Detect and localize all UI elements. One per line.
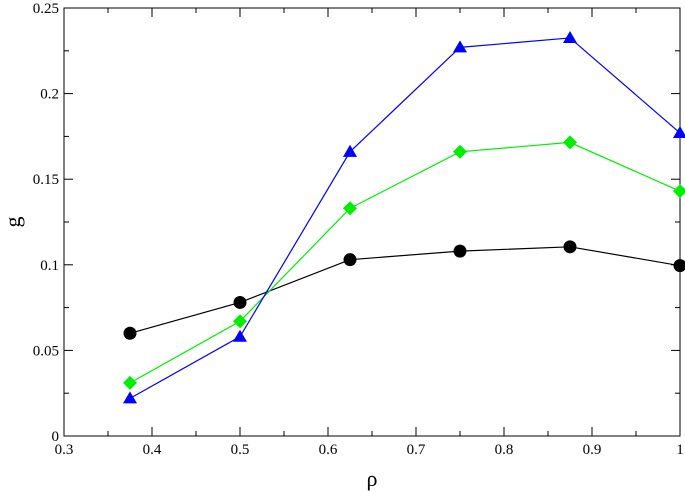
x-tick-label: 0.4 [143, 442, 162, 458]
data-point-triangle [123, 391, 137, 404]
data-point-circle [123, 326, 137, 340]
plot-area-frame [63, 7, 681, 437]
series-triangle [123, 30, 685, 404]
data-point-circle [343, 253, 357, 267]
x-tick-label: 0.9 [583, 442, 602, 458]
y-tick-label: 0.2 [40, 87, 59, 103]
data-point-diamond [343, 201, 357, 216]
x-tick-label: 1 [676, 442, 684, 458]
x-axis-label: ρ [367, 466, 378, 491]
y-tick-label: 0.25 [33, 1, 59, 17]
data-point-circle [563, 240, 577, 254]
data-point-triangle [673, 125, 685, 139]
y-tick-label: 0.1 [40, 258, 59, 274]
series-line [129, 246, 681, 334]
data-point-triangle [343, 144, 357, 157]
x-tick-label: 0.5 [231, 442, 250, 458]
data-point-diamond [233, 314, 247, 329]
data-point-circle [673, 259, 685, 273]
y-tick-label: 0.15 [33, 172, 59, 188]
data-series [123, 30, 685, 404]
axis-ticks: 0.3 0.4 0.5 0.6 0.7 0.8 0.9 1 0 0.05 0.1 0.15 0.2 0.2… [33, 1, 684, 458]
series-circle [123, 240, 685, 340]
data-point-diamond [123, 375, 137, 390]
x-tick-label: 0.3 [55, 442, 74, 458]
series-line [129, 141, 681, 384]
data-point-triangle [453, 40, 467, 53]
data-point-diamond [563, 135, 577, 150]
x-tick-label: 0.6 [319, 442, 338, 458]
series-diamond [123, 135, 685, 390]
data-point-diamond [673, 184, 685, 199]
data-point-triangle [233, 329, 247, 342]
data-point-triangle [563, 30, 577, 43]
y-tick-label: 0 [52, 429, 60, 445]
data-point-circle [233, 295, 247, 309]
data-point-circle [453, 244, 467, 258]
x-tick-label: 0.8 [495, 442, 514, 458]
series-line [129, 37, 681, 399]
data-point-diamond [453, 144, 467, 159]
y-tick-label: 0.05 [33, 343, 59, 359]
x-tick-label: 0.7 [407, 442, 426, 458]
y-axis-label: g [0, 217, 25, 228]
